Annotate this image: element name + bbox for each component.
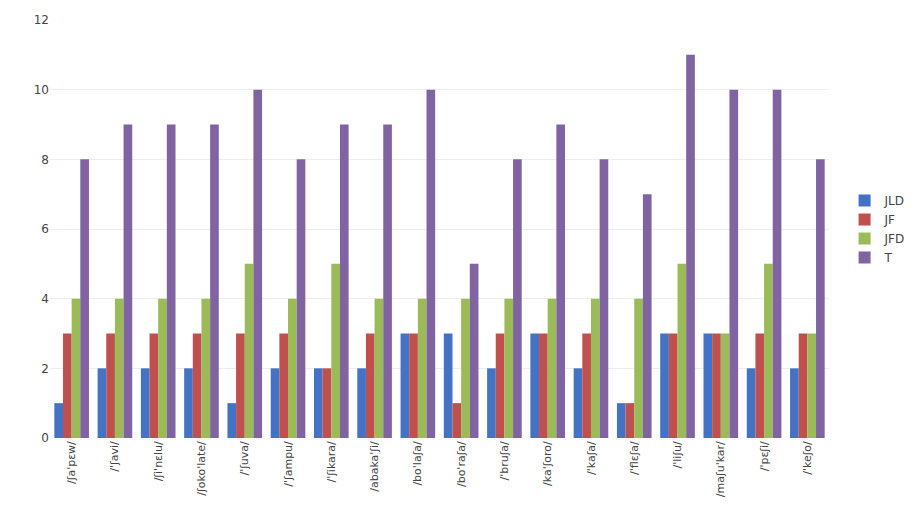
svg-text:T: T bbox=[884, 251, 893, 265]
svg-text:8: 8 bbox=[41, 153, 49, 167]
svg-text:/'keʃo/: /'keʃo/ bbox=[801, 441, 814, 475]
svg-text:/'ʃampu/: /'ʃampu/ bbox=[282, 441, 295, 487]
svg-text:12: 12 bbox=[34, 13, 49, 27]
svg-text:/ka'ʃoro/: /ka'ʃoro/ bbox=[541, 441, 554, 486]
svg-text:/maʃu'kar/: /maʃu'kar/ bbox=[714, 441, 727, 497]
svg-text:/'flɛʃa/: /'flɛʃa/ bbox=[628, 441, 641, 475]
svg-text:/abaka'ʃi/: /abaka'ʃi/ bbox=[368, 441, 381, 492]
svg-text:/'ʃikara/: /'ʃikara/ bbox=[325, 441, 338, 483]
svg-text:JF: JF bbox=[884, 213, 896, 227]
svg-text:/bo'raʃa/: /bo'raʃa/ bbox=[455, 441, 468, 487]
svg-text:/'ʃavi/: /'ʃavi/ bbox=[108, 441, 121, 472]
svg-text:2: 2 bbox=[41, 362, 49, 376]
svg-text:/'ʃuva/: /'ʃuva/ bbox=[238, 441, 251, 476]
svg-text:/ʃi'nɛlu/: /ʃi'nɛlu/ bbox=[152, 441, 165, 481]
svg-text:6: 6 bbox=[41, 222, 49, 236]
svg-text:JFD: JFD bbox=[884, 232, 905, 246]
svg-text:/'bruʃa/: /'bruʃa/ bbox=[498, 441, 511, 481]
svg-text:/ʃoko'late/: /ʃoko'late/ bbox=[195, 441, 208, 496]
svg-text:/'kaʃa/: /'kaʃa/ bbox=[585, 441, 598, 475]
svg-text:/'liʃu/: /'liʃu/ bbox=[671, 441, 684, 469]
svg-text:JLD: JLD bbox=[884, 194, 904, 208]
svg-text:10: 10 bbox=[34, 83, 49, 97]
svg-text:/'pɛʃi/: /'pɛʃi/ bbox=[758, 441, 771, 471]
svg-text:0: 0 bbox=[41, 431, 49, 445]
svg-text:4: 4 bbox=[41, 292, 49, 306]
svg-text:/bo'laʃa/: /bo'laʃa/ bbox=[411, 441, 424, 486]
svg-text:/ʃa'pɛw/: /ʃa'pɛw/ bbox=[65, 441, 78, 484]
